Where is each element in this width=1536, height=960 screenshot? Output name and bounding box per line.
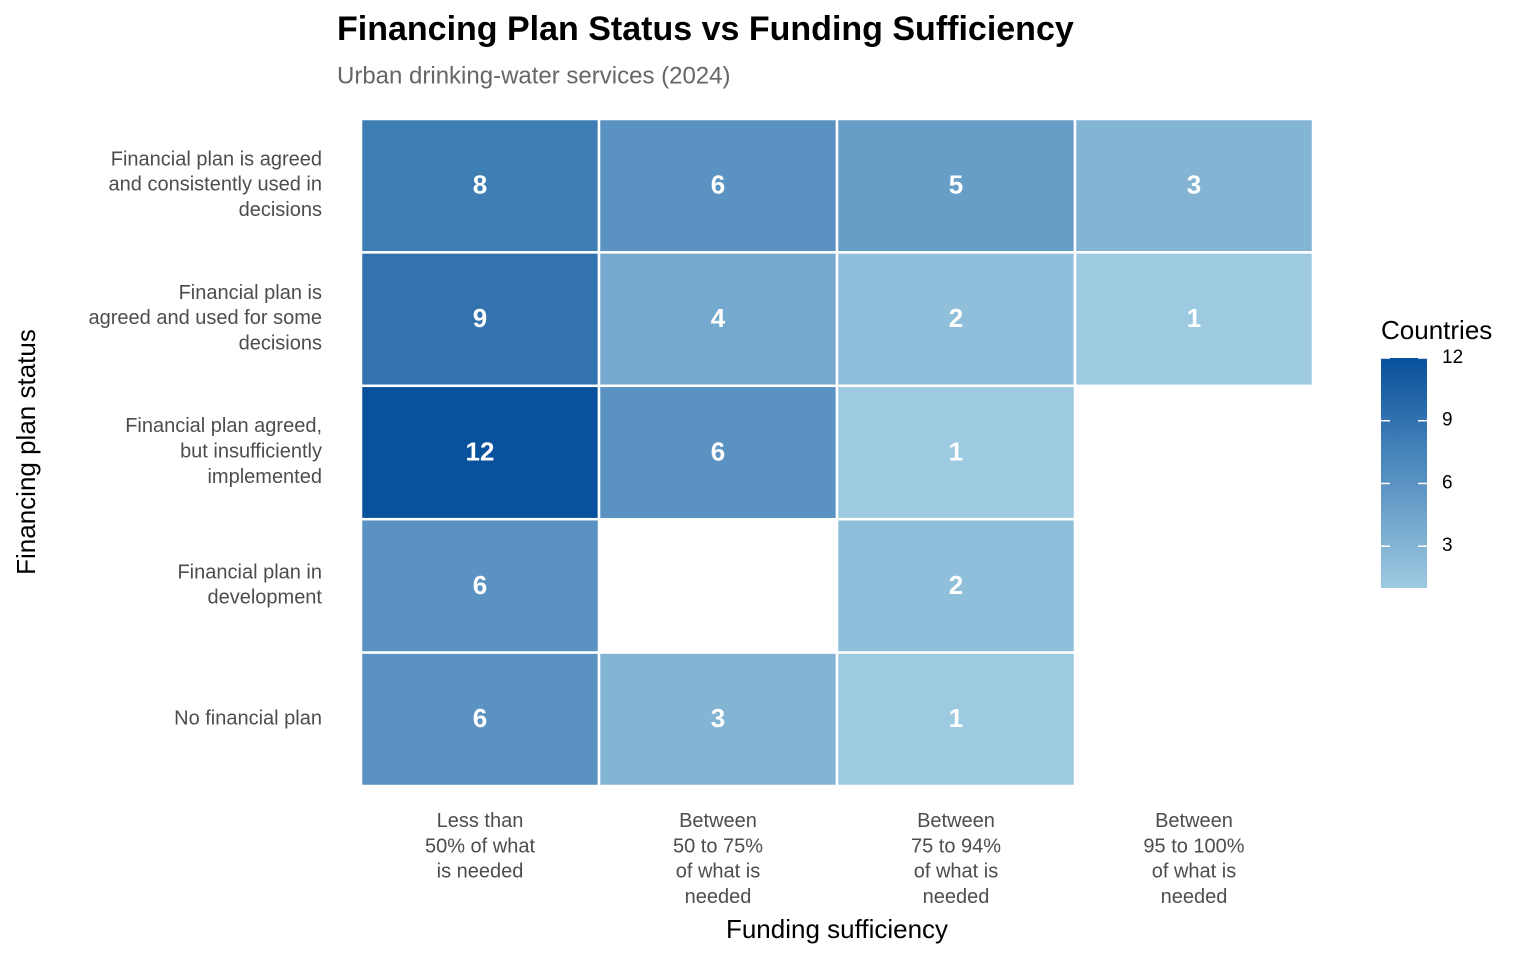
y-tick-label: Financial plan in development	[177, 562, 322, 609]
colorbar	[1381, 358, 1427, 588]
heatmap-cell	[835, 117, 1077, 254]
heatmap-cell	[597, 117, 839, 254]
heatmap-cell	[359, 117, 601, 254]
cell-label: 8	[473, 170, 487, 200]
heatmap-cell	[1073, 117, 1315, 254]
colorbar-tick-label: 9	[1442, 410, 1453, 431]
cell-label: 2	[949, 303, 963, 333]
legend-title: Countries	[1381, 315, 1492, 345]
cell-label: 4	[711, 303, 726, 333]
heatmap-cell	[835, 651, 1077, 788]
cell-label: 12	[466, 436, 495, 466]
heatmap-cell	[359, 651, 601, 788]
chart-subtitle: Urban drinking-water services (2024)	[337, 62, 731, 89]
x-tick-label: Between 75 to 94% of what is needed	[911, 810, 1001, 908]
cell-label: 3	[711, 703, 725, 733]
x-tick-label: Between 95 to 100% of what is needed	[1143, 810, 1244, 908]
cell-label: 3	[1187, 170, 1201, 200]
y-axis-title: Financing plan status	[11, 329, 41, 575]
chart-title: Financing Plan Status vs Funding Suffici…	[337, 10, 1074, 48]
cell-label: 2	[949, 570, 963, 600]
x-tick-label: Less than 50% of what is needed	[425, 810, 536, 883]
colorbar-tick-label: 6	[1442, 472, 1453, 493]
y-tick-label: Financial plan agreed, but insufficiently…	[125, 415, 322, 488]
heatmap-cell	[597, 251, 839, 388]
cell-label: 1	[1187, 303, 1201, 333]
x-axis-title: Funding sufficiency	[726, 914, 948, 944]
heatmap-cell	[1073, 251, 1315, 388]
cell-label: 5	[949, 170, 963, 200]
y-tick-label: Financial plan is agreed and consistently…	[109, 149, 322, 222]
heatmap-cell	[597, 384, 839, 521]
cell-label: 1	[949, 703, 963, 733]
y-tick-label: No financial plan	[174, 708, 322, 730]
cell-label: 6	[711, 170, 725, 200]
cell-label: 6	[711, 436, 725, 466]
x-tick-label: Between 50 to 75% of what is needed	[673, 810, 763, 908]
heatmap-cell	[359, 517, 601, 654]
cell-label: 6	[473, 703, 487, 733]
cell-label: 1	[949, 436, 963, 466]
cell-label: 6	[473, 570, 487, 600]
cell-label: 9	[473, 303, 487, 333]
colorbar-tick-label: 3	[1442, 535, 1453, 556]
colorbar-tick-label: 12	[1442, 347, 1463, 368]
heatmap-cell	[835, 384, 1077, 521]
y-tick-label: Financial plan is agreed and used for som…	[89, 282, 323, 355]
